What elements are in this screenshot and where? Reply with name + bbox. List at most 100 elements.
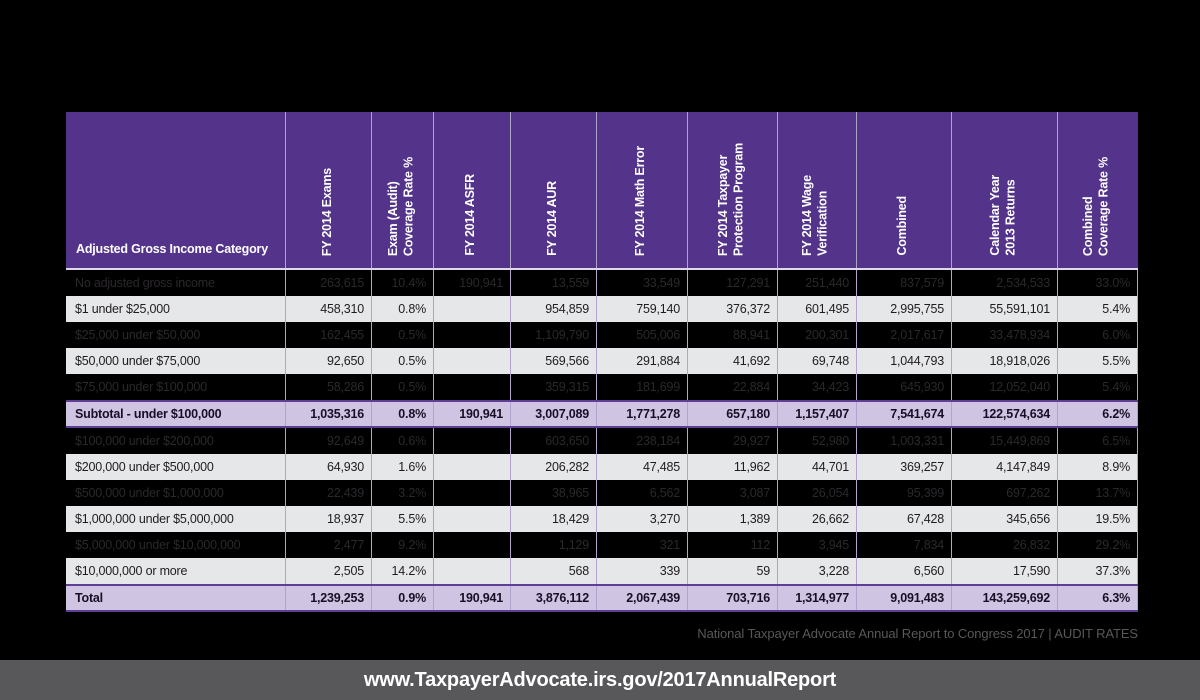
table-cell: 3,087 (687, 480, 777, 506)
row-category: Subtotal - under $100,000 (75, 407, 222, 421)
table-row: $75,000 under $100,000 58,286 0.5% 359,315 1… (66, 374, 1138, 400)
column-header-label: FY 2014 Math Error (633, 145, 648, 256)
table-cell: 5.4% (1057, 296, 1138, 322)
table-cell: 569,566 (510, 348, 596, 374)
table-cell (433, 296, 510, 322)
table-cell: 26,832 (951, 532, 1057, 558)
row-category: $200,000 under $500,000 (75, 460, 214, 474)
table-cell: 190,941 (433, 402, 510, 426)
table-cell: 58,286 (285, 374, 371, 400)
table-cell: 954,859 (510, 296, 596, 322)
table-cell: 2,995,755 (856, 296, 951, 322)
table-cell: 7,834 (856, 532, 951, 558)
table-header-row: Adjusted Gross Income Category FY 2014 Ex… (66, 112, 1138, 270)
column-header-label: Combined Coverage Rate % (1081, 156, 1111, 256)
table-cell: 6.5% (1057, 428, 1138, 454)
table-cell: 162,455 (285, 322, 371, 348)
table-cell: 127,291 (687, 270, 777, 296)
table-cell: 143,259,692 (951, 586, 1057, 610)
table-cell: 458,310 (285, 296, 371, 322)
table-cell: 3,007,089 (510, 402, 596, 426)
row-category: $100,000 under $200,000 (75, 434, 214, 448)
table-cell: 369,257 (856, 454, 951, 480)
table-cell: 6.3% (1057, 586, 1138, 610)
table-cell (433, 348, 510, 374)
table-cell: 697,262 (951, 480, 1057, 506)
table-row: No adjusted gross income 263,615 10.4% 190,… (66, 270, 1138, 296)
table-cell: 34,423 (777, 374, 856, 400)
table-cell: 52,980 (777, 428, 856, 454)
row-category: $10,000,000 or more (75, 564, 188, 578)
table-cell: 11,962 (687, 454, 777, 480)
table-cell: 1,239,253 (285, 586, 371, 610)
table-cell: 18,918,026 (951, 348, 1057, 374)
table-cell: 3,270 (596, 506, 687, 532)
table-cell: 291,884 (596, 348, 687, 374)
table-cell: 22,439 (285, 480, 371, 506)
table-cell: 122,574,634 (951, 402, 1057, 426)
table-cell: 1,157,407 (777, 402, 856, 426)
table-cell: 6.2% (1057, 402, 1138, 426)
table-cell: 15,449,869 (951, 428, 1057, 454)
table-cell: 6.0% (1057, 322, 1138, 348)
column-header: FY 2014 Taxpayer Protection Program (687, 112, 777, 268)
table-cell: 238,184 (596, 428, 687, 454)
column-header-label: FY 2014 Wage Verification (800, 175, 830, 256)
table-cell: 17,590 (951, 558, 1057, 584)
table-cell: 8.9% (1057, 454, 1138, 480)
column-header-label: FY 2014 AUR (544, 181, 559, 256)
column-header: Adjusted Gross Income Category (76, 242, 268, 256)
table-cell: 18,937 (285, 506, 371, 532)
table-cell: 1,109,790 (510, 322, 596, 348)
table-cell: 190,941 (433, 270, 510, 296)
table-cell: 59 (687, 558, 777, 584)
table-cell: 13,559 (510, 270, 596, 296)
table-cell: 376,372 (687, 296, 777, 322)
table-cell: 29.2% (1057, 532, 1138, 558)
table-row: $25,000 under $50,000 162,455 0.5% 1,109,79… (66, 322, 1138, 348)
table-cell (433, 322, 510, 348)
table-cell: 41,692 (687, 348, 777, 374)
table-cell: 0.6% (371, 428, 433, 454)
table-cell: 64,930 (285, 454, 371, 480)
table-cell: 2,477 (285, 532, 371, 558)
table-cell: 601,495 (777, 296, 856, 322)
table-cell: 29,927 (687, 428, 777, 454)
row-category: $1 under $25,000 (75, 302, 170, 316)
table-cell: 759,140 (596, 296, 687, 322)
table-cell: 1,389 (687, 506, 777, 532)
table-row: Subtotal - under $100,000 1,035,316 0.8% 19… (66, 400, 1138, 428)
table-cell: 0.8% (371, 296, 433, 322)
table-cell: 359,315 (510, 374, 596, 400)
table-row: $1 under $25,000 458,310 0.8% 954,859 759,14… (66, 296, 1138, 322)
column-header-label: Calendar Year 2013 Returns (987, 175, 1018, 256)
table-row: $200,000 under $500,000 64,930 1.6% 206,282… (66, 454, 1138, 480)
row-category: Total (75, 591, 103, 605)
table-cell: 26,662 (777, 506, 856, 532)
table-cell: 1,035,316 (285, 402, 371, 426)
table-cell (433, 480, 510, 506)
table-cell: 37.3% (1057, 558, 1138, 584)
table-cell: 44,701 (777, 454, 856, 480)
table-cell: 1,314,977 (777, 586, 856, 610)
table-cell: 5.5% (371, 506, 433, 532)
column-header-label: Combined (895, 196, 910, 256)
row-category: $500,000 under $1,000,000 (75, 486, 224, 500)
table-cell: 6,560 (856, 558, 951, 584)
report-credit-line: National Taxpayer Advocate Annual Report… (697, 626, 1138, 641)
table-cell: 1,129 (510, 532, 596, 558)
table-cell: 2,534,533 (951, 270, 1057, 296)
table-cell: 55,591,101 (951, 296, 1057, 322)
table-cell: 0.5% (371, 322, 433, 348)
table-cell: 190,941 (433, 586, 510, 610)
column-header: FY 2014 Math Error (596, 112, 687, 268)
table-cell: 645,930 (856, 374, 951, 400)
table-cell (433, 374, 510, 400)
table-row: $1,000,000 under $5,000,000 18,937 5.5% 18,… (66, 506, 1138, 532)
table-cell: 92,650 (285, 348, 371, 374)
table-cell: 13.7% (1057, 480, 1138, 506)
table-cell: 3,876,112 (510, 586, 596, 610)
table-cell: 33,478,934 (951, 322, 1057, 348)
bottom-bar: www.TaxpayerAdvocate.irs.gov/2017AnnualR… (0, 660, 1200, 700)
table-cell: 603,650 (510, 428, 596, 454)
